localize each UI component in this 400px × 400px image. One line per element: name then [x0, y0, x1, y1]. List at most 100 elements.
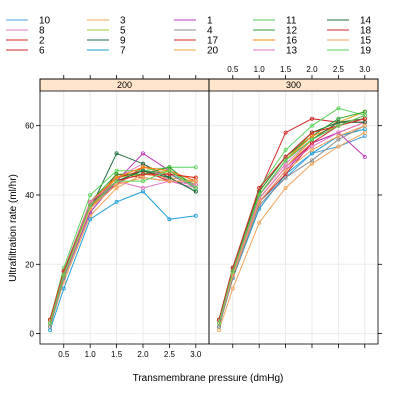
data-point-3 [336, 144, 341, 149]
legend-label-13: 13 [286, 46, 298, 57]
data-point-19 [336, 123, 341, 128]
data-point-2 [283, 130, 288, 135]
series-line-11 [49, 166, 196, 320]
series-line-16 [218, 118, 365, 324]
data-point-15 [257, 199, 262, 204]
data-point-15 [283, 168, 288, 173]
data-point-15 [336, 134, 341, 139]
data-point-7 [61, 286, 66, 291]
data-point-19 [362, 113, 367, 118]
x-tick-label: 2.0 [306, 65, 318, 74]
panels: 200 300 [39, 78, 379, 345]
data-point-18 [257, 186, 262, 191]
data-point-19 [114, 179, 119, 184]
legend-label-17: 17 [207, 36, 219, 47]
data-point-9 [114, 151, 119, 156]
y-tick-label: 40 [25, 191, 34, 200]
data-point-7 [167, 217, 172, 222]
series-line-11 [218, 107, 365, 320]
legend-label-9: 9 [120, 36, 126, 47]
y-axis-title: Ultrafiltration rate (ml/hr) [8, 174, 19, 282]
x-tick-label: 1.0 [85, 350, 97, 359]
data-point-11 [193, 165, 198, 170]
series-line-7 [218, 128, 365, 327]
data-point-19 [140, 179, 145, 184]
legend-label-6: 6 [39, 46, 45, 57]
data-point-7 [114, 199, 119, 204]
data-point-11 [283, 147, 288, 152]
x-axis-title: Transmembrane pressure (dmHg) [133, 373, 284, 384]
data-point-19 [217, 321, 222, 326]
data-point-19 [309, 137, 314, 142]
data-point-7 [193, 213, 198, 218]
data-point-11 [336, 106, 341, 111]
x-tick-label: 1.0 [254, 65, 266, 74]
series-line-2 [49, 166, 197, 320]
legend-label-19: 19 [360, 46, 372, 57]
y-tick-label: 0 [30, 330, 35, 339]
series-line-7 [49, 190, 196, 331]
legend-label-8: 8 [39, 26, 45, 37]
data-point-19 [193, 186, 198, 191]
legend-label-1: 1 [207, 16, 213, 27]
strip-label-300: 300 [286, 80, 301, 90]
series-line-16 [49, 166, 196, 320]
data-point-3 [257, 220, 262, 225]
data-point-15 [362, 123, 367, 128]
data-point-19 [257, 192, 262, 197]
data-point-19 [61, 272, 66, 277]
legend-label-18: 18 [360, 26, 372, 37]
y-tick-label: 20 [25, 260, 34, 269]
legend-label-16: 16 [286, 36, 298, 47]
data-point-19 [230, 269, 235, 274]
data-point-15 [193, 179, 198, 184]
legend-label-14: 14 [360, 16, 372, 27]
panel-frame-200 [39, 78, 210, 345]
data-point-1 [362, 154, 367, 159]
x-tick-label: 3.0 [190, 350, 202, 359]
strip-label-200: 200 [117, 80, 132, 90]
legend-label-15: 15 [360, 36, 372, 47]
y-tick-label: 60 [25, 122, 34, 131]
data-point-1 [140, 151, 145, 156]
series-line-19 [218, 114, 365, 324]
data-point-18 [309, 130, 314, 135]
x-tick-label: 1.5 [111, 350, 123, 359]
legend-label-2: 2 [39, 36, 45, 47]
legend-label-10: 10 [39, 16, 51, 27]
series-line-15 [218, 125, 365, 324]
data-point-7 [88, 217, 93, 222]
data-point-3 [283, 186, 288, 191]
legend-label-5: 5 [120, 26, 126, 37]
series-line-19 [49, 170, 197, 324]
legend-label-3: 3 [120, 16, 126, 27]
data-point-15 [309, 147, 314, 152]
data-point-19 [167, 168, 172, 173]
x-tick-label: 2.5 [333, 65, 345, 74]
data-point-4 [309, 158, 314, 163]
data-point-13 [140, 186, 145, 191]
series-line-8 [49, 163, 196, 324]
x-tick-label: 0.5 [227, 65, 239, 74]
x-tick-label: 2.5 [164, 350, 176, 359]
series-line-4 [218, 125, 366, 327]
x-tick-label: 3.0 [359, 65, 371, 74]
data-point-11 [309, 123, 314, 128]
series-line-2 [218, 118, 365, 320]
legend-label-7: 7 [120, 46, 126, 57]
legend-label-4: 4 [207, 26, 213, 37]
panel-200: 200 [39, 78, 210, 345]
data-point-2 [309, 116, 314, 121]
data-point-11 [88, 192, 93, 197]
panel-frame-300 [208, 78, 379, 345]
axes: 0.5 1.0 1.5 2.0 2.5 3.0 0.5 1.0 1.5 2.0 2.5 3.0 0 20 4… [25, 65, 382, 359]
series-line-9 [218, 118, 365, 320]
legend-label-11: 11 [286, 16, 297, 27]
data-point-19 [48, 321, 53, 326]
data-point-3 [230, 286, 235, 291]
x-tick-label: 0.5 [58, 350, 70, 359]
x-tick-label: 1.5 [280, 65, 292, 74]
